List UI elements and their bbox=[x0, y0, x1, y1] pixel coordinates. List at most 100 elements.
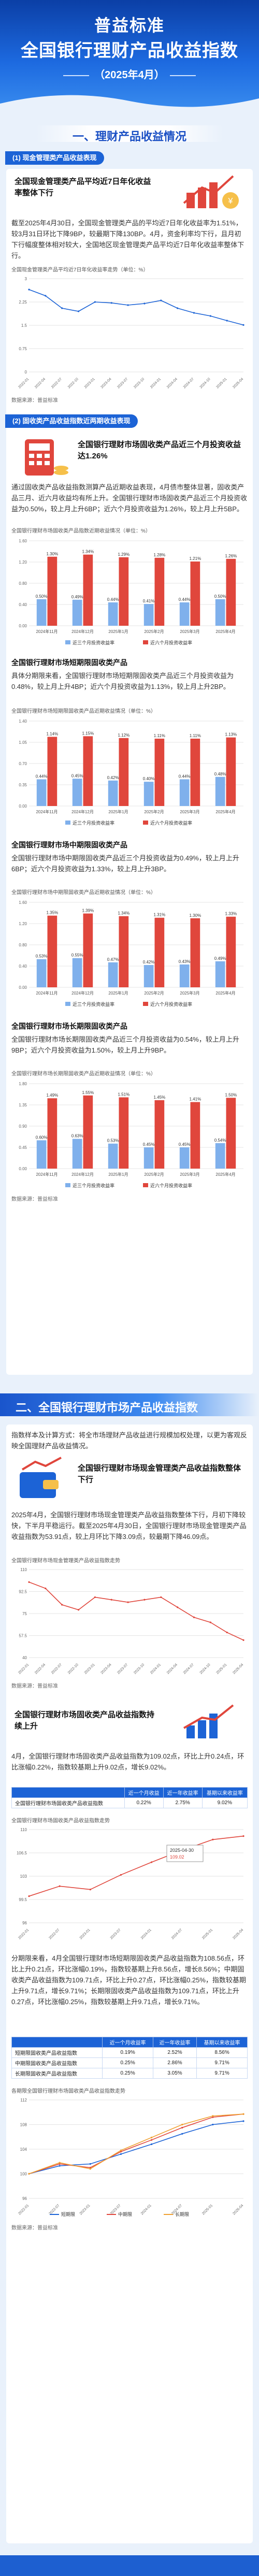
legend-swatch bbox=[143, 1183, 148, 1187]
x-tick-label: 2025-04 bbox=[232, 1928, 244, 1940]
data-point bbox=[94, 301, 96, 303]
data-label: 1.14% bbox=[47, 731, 59, 736]
data-point bbox=[120, 2153, 122, 2155]
x-tick-label: 2023-07 bbox=[117, 1663, 128, 1675]
table-cell: 中期限固收类产品收益指数 bbox=[11, 2057, 103, 2068]
x-tick-label: 2024-01 bbox=[150, 377, 162, 389]
x-tick-label: 2024-01 bbox=[140, 1928, 152, 1940]
y-tick-label: 0.80 bbox=[19, 581, 27, 586]
data-point bbox=[150, 2136, 153, 2139]
legend-label: 近三个月投资收益率 bbox=[73, 1001, 114, 1007]
y-tick-label: 1.80 bbox=[19, 1082, 27, 1086]
data-point bbox=[77, 1609, 80, 1611]
bar bbox=[226, 916, 236, 987]
x-tick-label: 2025年3月 bbox=[180, 990, 199, 996]
long-headline: 全国银行理财市场长期限固收类产品 bbox=[11, 1022, 127, 1030]
data-point bbox=[89, 2163, 91, 2165]
data-point bbox=[242, 324, 244, 326]
y-tick-label: 1.20 bbox=[19, 922, 27, 926]
index-cash-headline: 全国银行理财市场现金管理类产品收益指数整体下行 bbox=[78, 1464, 241, 1484]
bar bbox=[179, 964, 190, 987]
x-tick-label: 2023-07 bbox=[110, 1928, 122, 1940]
x-tick-label: 2022-01 bbox=[18, 377, 30, 389]
bar bbox=[215, 961, 225, 987]
y-tick-label: 103 bbox=[20, 1874, 27, 1879]
data-point bbox=[143, 1599, 146, 1601]
x-tick-label: 2024-01 bbox=[140, 2204, 152, 2215]
mid-chart-title: 全国银行理财市场中期限固收类产品近期收益情况（单位：%） bbox=[11, 890, 156, 896]
data-label: 1.50% bbox=[225, 1092, 237, 1097]
long-chart-title: 全国银行理财市场长期限固收类产品近期收益情况（单位：%） bbox=[11, 1071, 156, 1077]
y-tick-label: 3 bbox=[25, 277, 27, 281]
y-tick-label: 96 bbox=[22, 1921, 27, 1925]
index-fixed-headline: 全国银行理财市场固收类产品收益指数持续上升 bbox=[15, 1710, 155, 1731]
bar bbox=[143, 603, 154, 626]
footer-bar bbox=[0, 2555, 259, 2576]
x-tick-label: 2024年12月 bbox=[71, 809, 94, 814]
data-point bbox=[160, 1596, 162, 1599]
data-point bbox=[61, 307, 63, 309]
bar bbox=[36, 1140, 47, 1169]
x-tick-label: 2025-01 bbox=[202, 2204, 213, 2215]
x-tick-label: 2023-04 bbox=[100, 377, 112, 389]
bar bbox=[215, 1143, 225, 1169]
x-tick-label: 2025-04 bbox=[232, 377, 244, 389]
y-tick-label: 0.35 bbox=[19, 783, 27, 787]
index-source: 数据来源：普益标准 bbox=[11, 2225, 58, 2231]
y-tick-label: 0.75 bbox=[19, 347, 27, 351]
table-cell: 短期限固收类产品收益指数 bbox=[11, 2047, 103, 2058]
table-row: 短期限固收类产品收益指数 0.19% 2.52% 8.56% bbox=[11, 2047, 248, 2058]
bar bbox=[36, 959, 47, 987]
x-tick-label: 2022-01 bbox=[18, 2204, 30, 2215]
x-tick-label: 2024-04 bbox=[166, 1663, 178, 1675]
x-tick-label: 2022-07 bbox=[51, 1663, 63, 1675]
section-2-title-bar: 二、全国银行理财市场产品收益指数 bbox=[0, 1393, 259, 1416]
short-paragraph: 具体分期限来看，全国银行理财市场短期限固收类产品近三个月投资收益为0.48%，较… bbox=[11, 672, 234, 690]
legend-label: 近六个月投资收益率 bbox=[150, 1001, 192, 1007]
legend-swatch bbox=[65, 1183, 70, 1187]
data-point bbox=[143, 303, 146, 305]
data-label: 1.34% bbox=[82, 550, 94, 554]
bar bbox=[83, 1095, 93, 1169]
table-cell: 0.22% bbox=[124, 1797, 164, 1808]
y-tick-label: 1.5 bbox=[21, 323, 27, 328]
series-line-1 bbox=[28, 1581, 244, 1640]
data-label: 0.48% bbox=[214, 772, 226, 776]
table-cell: 9.02% bbox=[202, 1797, 248, 1808]
bar bbox=[154, 557, 165, 626]
data-label: 1.30% bbox=[47, 552, 59, 556]
x-tick-label: 2025年1月 bbox=[108, 629, 128, 634]
x-tick-label: 2025年3月 bbox=[180, 1172, 199, 1177]
x-tick-label: 2025年1月 bbox=[108, 990, 128, 996]
data-point bbox=[212, 2116, 214, 2118]
bar bbox=[72, 599, 82, 626]
y-tick-label: 0.80 bbox=[19, 943, 27, 947]
bar bbox=[47, 915, 57, 987]
data-label: 1.34% bbox=[118, 911, 130, 916]
data-label: 0.40% bbox=[143, 776, 155, 781]
bar bbox=[119, 738, 129, 806]
x-tick-label: 2024-07 bbox=[183, 377, 195, 389]
x-tick-label: 2024年12月 bbox=[71, 990, 94, 996]
x-tick-label: 2025年1月 bbox=[108, 809, 128, 814]
legend-label: 长期限 bbox=[175, 2211, 189, 2217]
bar bbox=[83, 736, 93, 806]
x-tick-label: 2023-01 bbox=[84, 377, 96, 389]
bar bbox=[72, 1139, 82, 1169]
index-intro: 指数样本及计算方式：将全市场理财产品收益进行规模加权处理，以更为客观反映全国理财… bbox=[11, 1431, 248, 1450]
data-point bbox=[181, 2123, 183, 2126]
data-point bbox=[242, 1639, 244, 1641]
data-point bbox=[193, 1616, 195, 1618]
data-label: 1.13% bbox=[225, 732, 237, 737]
x-tick-label: 2024-04 bbox=[166, 377, 178, 389]
x-tick-label: 2025-04 bbox=[232, 1663, 244, 1675]
bar bbox=[215, 776, 225, 806]
header-brand: 普益标准 bbox=[94, 16, 165, 35]
x-tick-label: 2025-01 bbox=[215, 1663, 227, 1675]
data-label: 0.50% bbox=[36, 594, 48, 599]
fixed-chart1-title: 全国银行理财市场固收类产品指数近期收益情况（单位：%） bbox=[11, 528, 151, 534]
table-row: 全国银行理财市场固收类产品收益指数 0.22% 2.75% 9.02% bbox=[11, 1797, 248, 1808]
y-tick-label: 0 bbox=[25, 370, 27, 375]
x-tick-label: 2024年11月 bbox=[36, 629, 57, 634]
legend-label: 短期限 bbox=[61, 2211, 75, 2217]
